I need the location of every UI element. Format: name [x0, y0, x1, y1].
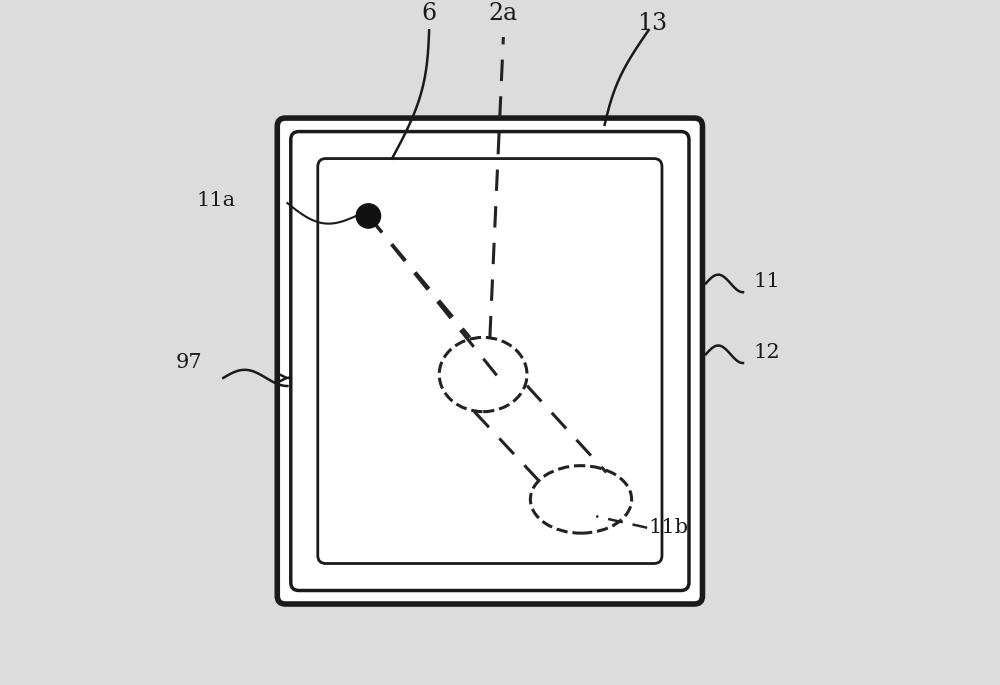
Text: 11b: 11b: [648, 518, 688, 537]
Text: 97: 97: [176, 353, 203, 372]
Text: 12: 12: [753, 342, 780, 362]
Text: 6: 6: [422, 2, 437, 25]
FancyBboxPatch shape: [291, 132, 689, 590]
Text: 2a: 2a: [489, 2, 518, 25]
FancyBboxPatch shape: [277, 118, 702, 604]
Text: 11a: 11a: [196, 191, 235, 210]
FancyBboxPatch shape: [318, 158, 662, 564]
Circle shape: [356, 204, 381, 228]
Text: 11: 11: [753, 272, 780, 291]
Text: 13: 13: [637, 12, 667, 36]
